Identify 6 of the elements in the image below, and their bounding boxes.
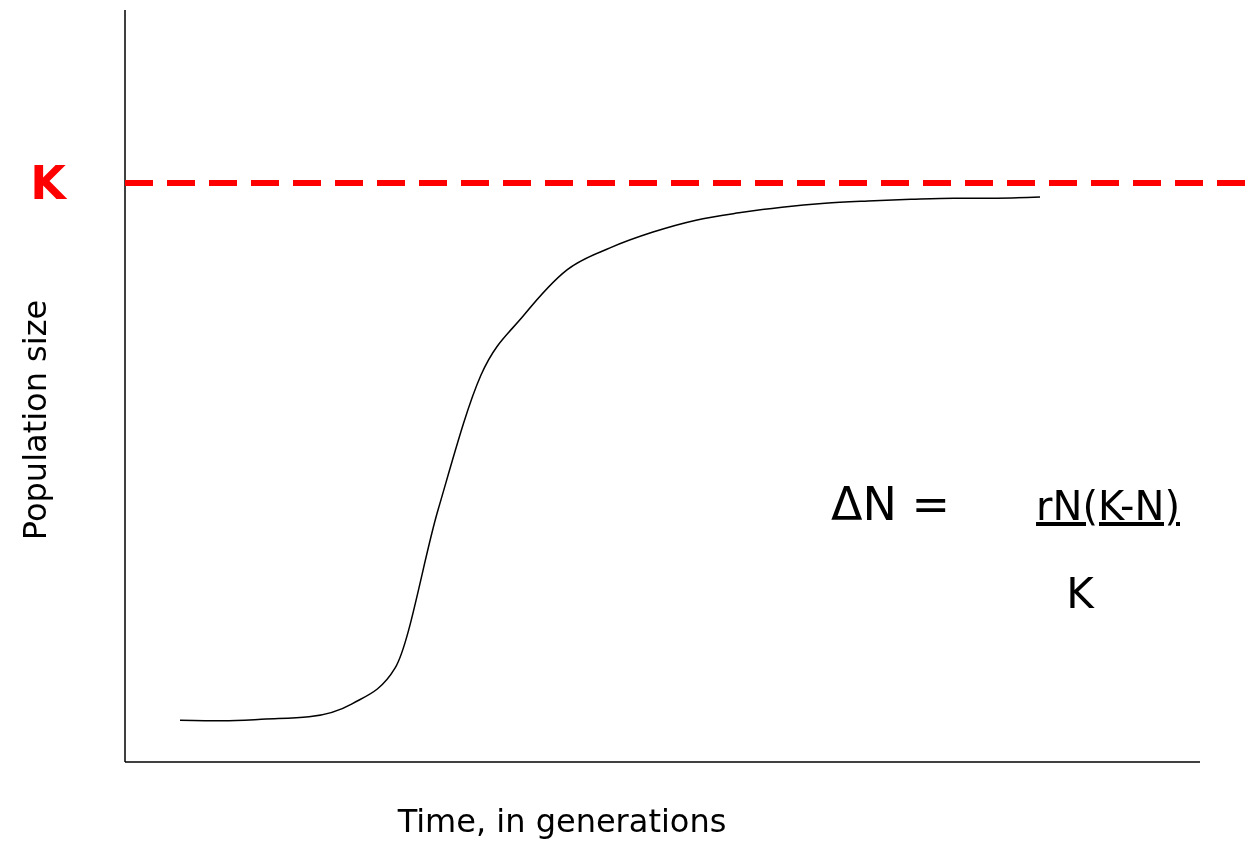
annotation: rN(K-N) [1036,483,1180,529]
y-axis-title: Population size [16,299,54,541]
x-axis-title: Time, in generations [396,802,727,840]
annotation: ΔN = [830,477,950,531]
text: K [1066,569,1096,618]
ref-line-label: K [30,156,69,211]
